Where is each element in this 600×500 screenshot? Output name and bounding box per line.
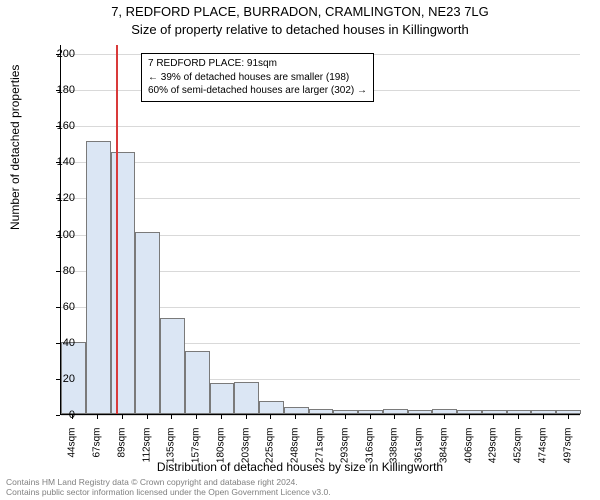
xtick-mark [320, 415, 321, 419]
info-box-line: 60% of semi-detached houses are larger (… [148, 84, 367, 98]
ytick-label: 180 [45, 84, 75, 96]
xtick-mark [469, 415, 470, 419]
histogram-bar [135, 232, 160, 414]
histogram-bar [111, 152, 136, 414]
histogram-bar [259, 401, 284, 414]
x-axis-label: Distribution of detached houses by size … [0, 460, 600, 474]
histogram-bar [309, 409, 334, 414]
ytick-label: 100 [45, 229, 75, 241]
gridline [61, 198, 580, 199]
chart-container: 7, REDFORD PLACE, BURRADON, CRAMLINGTON,… [0, 0, 600, 500]
ytick-label: 80 [45, 265, 75, 277]
xtick-mark [122, 415, 123, 419]
ytick-label: 40 [45, 337, 75, 349]
xtick-mark [444, 415, 445, 419]
histogram-bar [531, 410, 556, 414]
histogram-bar [358, 410, 383, 414]
ytick-mark [56, 198, 60, 199]
ytick-label: 200 [45, 48, 75, 60]
xtick-mark [270, 415, 271, 419]
xtick-mark [171, 415, 172, 419]
xtick-mark [97, 415, 98, 419]
ytick-mark [56, 271, 60, 272]
ytick-label: 60 [45, 301, 75, 313]
histogram-bar [210, 383, 235, 414]
chart-title-sub: Size of property relative to detached ho… [0, 22, 600, 37]
info-box: 7 REDFORD PLACE: 91sqm← 39% of detached … [141, 53, 374, 102]
ytick-label: 0 [45, 409, 75, 421]
histogram-bar [160, 318, 185, 414]
xtick-mark [72, 415, 73, 419]
histogram-bar [383, 409, 408, 414]
info-box-line: 7 REDFORD PLACE: 91sqm [148, 57, 367, 71]
xtick-mark [370, 415, 371, 419]
histogram-bar [432, 409, 457, 414]
xtick-mark [196, 415, 197, 419]
ytick-mark [56, 343, 60, 344]
ytick-label: 20 [45, 373, 75, 385]
gridline [61, 126, 580, 127]
ytick-mark [56, 379, 60, 380]
gridline [61, 162, 580, 163]
histogram-bar [457, 410, 482, 414]
histogram-bar [284, 407, 309, 414]
xtick-mark [568, 415, 569, 419]
ytick-mark [56, 307, 60, 308]
xtick-mark [394, 415, 395, 419]
ytick-mark [56, 54, 60, 55]
xtick-mark [345, 415, 346, 419]
ytick-label: 160 [45, 120, 75, 132]
ytick-mark [56, 235, 60, 236]
histogram-bar [185, 351, 210, 414]
xtick-mark [419, 415, 420, 419]
ytick-mark [56, 126, 60, 127]
chart-title-main: 7, REDFORD PLACE, BURRADON, CRAMLINGTON,… [0, 4, 600, 19]
histogram-bar [507, 410, 532, 414]
footer-line-2: Contains public sector information licen… [6, 488, 594, 498]
histogram-bar [333, 410, 358, 414]
histogram-bar [408, 410, 433, 414]
ytick-mark [56, 415, 60, 416]
property-marker-line [116, 45, 118, 414]
histogram-bar [86, 141, 111, 414]
y-axis-label: Number of detached properties [8, 65, 22, 230]
ytick-mark [56, 90, 60, 91]
histogram-bar [556, 410, 581, 414]
ytick-label: 120 [45, 192, 75, 204]
footer-attribution: Contains HM Land Registry data © Crown c… [6, 478, 594, 498]
xtick-mark [246, 415, 247, 419]
plot-area: 7 REDFORD PLACE: 91sqm← 39% of detached … [60, 45, 580, 415]
ytick-label: 140 [45, 156, 75, 168]
xtick-mark [221, 415, 222, 419]
info-box-line: ← 39% of detached houses are smaller (19… [148, 71, 367, 85]
histogram-bar [482, 410, 507, 414]
xtick-mark [518, 415, 519, 419]
xtick-mark [295, 415, 296, 419]
xtick-mark [493, 415, 494, 419]
xtick-mark [543, 415, 544, 419]
xtick-mark [147, 415, 148, 419]
ytick-mark [56, 162, 60, 163]
histogram-bar [234, 382, 259, 414]
